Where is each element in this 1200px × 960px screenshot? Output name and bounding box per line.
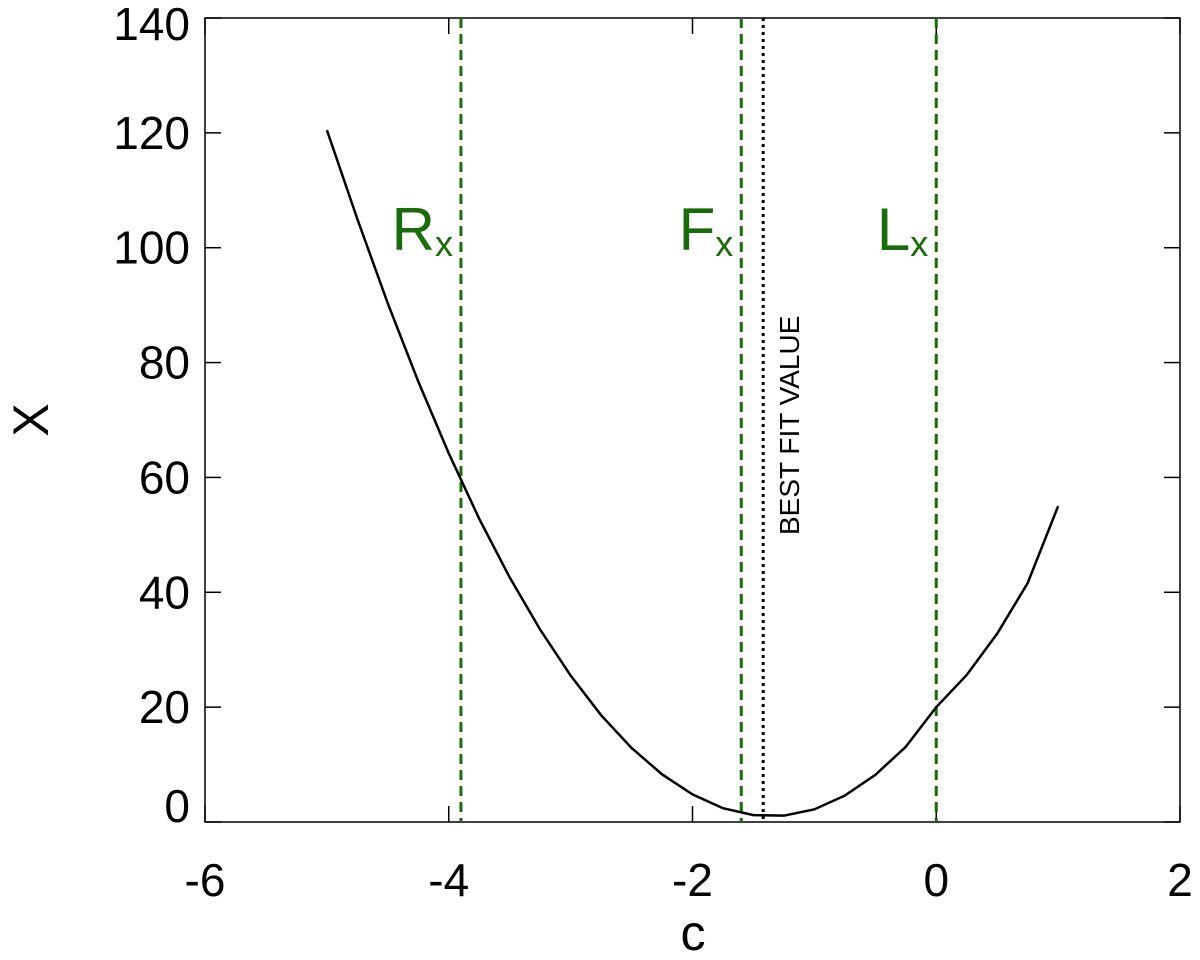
x-tick-label: -4 bbox=[428, 854, 469, 906]
plot-frame bbox=[204, 17, 1181, 823]
y-tick-label: 60 bbox=[139, 451, 190, 503]
y-axis-label: X bbox=[3, 403, 59, 436]
reference-label: BEST FIT VALUE bbox=[774, 316, 805, 535]
x-axis-label: c bbox=[681, 905, 706, 960]
y-tick-label: 120 bbox=[113, 107, 190, 159]
y-tick-label: 0 bbox=[164, 780, 190, 832]
y-tick-label: 140 bbox=[113, 0, 190, 50]
reference-label-subscript: x bbox=[435, 223, 453, 264]
x-tick-label: -2 bbox=[672, 854, 713, 906]
y-tick-label: 100 bbox=[113, 222, 190, 274]
reference-label-subscript: x bbox=[715, 223, 733, 264]
y-tick-label: 20 bbox=[139, 681, 190, 733]
reference-label-main: R bbox=[392, 196, 435, 263]
reference-label-main: L bbox=[877, 196, 910, 263]
x-tick-label: 0 bbox=[923, 854, 949, 906]
reference-label-main: F bbox=[679, 196, 716, 263]
reference-label: Rx bbox=[392, 196, 453, 264]
x-tick-label: 2 bbox=[1167, 854, 1193, 906]
data-line bbox=[325, 129, 1060, 817]
y-tick-label: 80 bbox=[139, 337, 190, 389]
reference-label: Lx bbox=[877, 196, 928, 264]
y-tick-label: 40 bbox=[139, 566, 190, 618]
x-tick-label: -6 bbox=[185, 854, 226, 906]
reference-label-subscript: x bbox=[910, 223, 928, 264]
reference-label: Fx bbox=[679, 196, 734, 264]
